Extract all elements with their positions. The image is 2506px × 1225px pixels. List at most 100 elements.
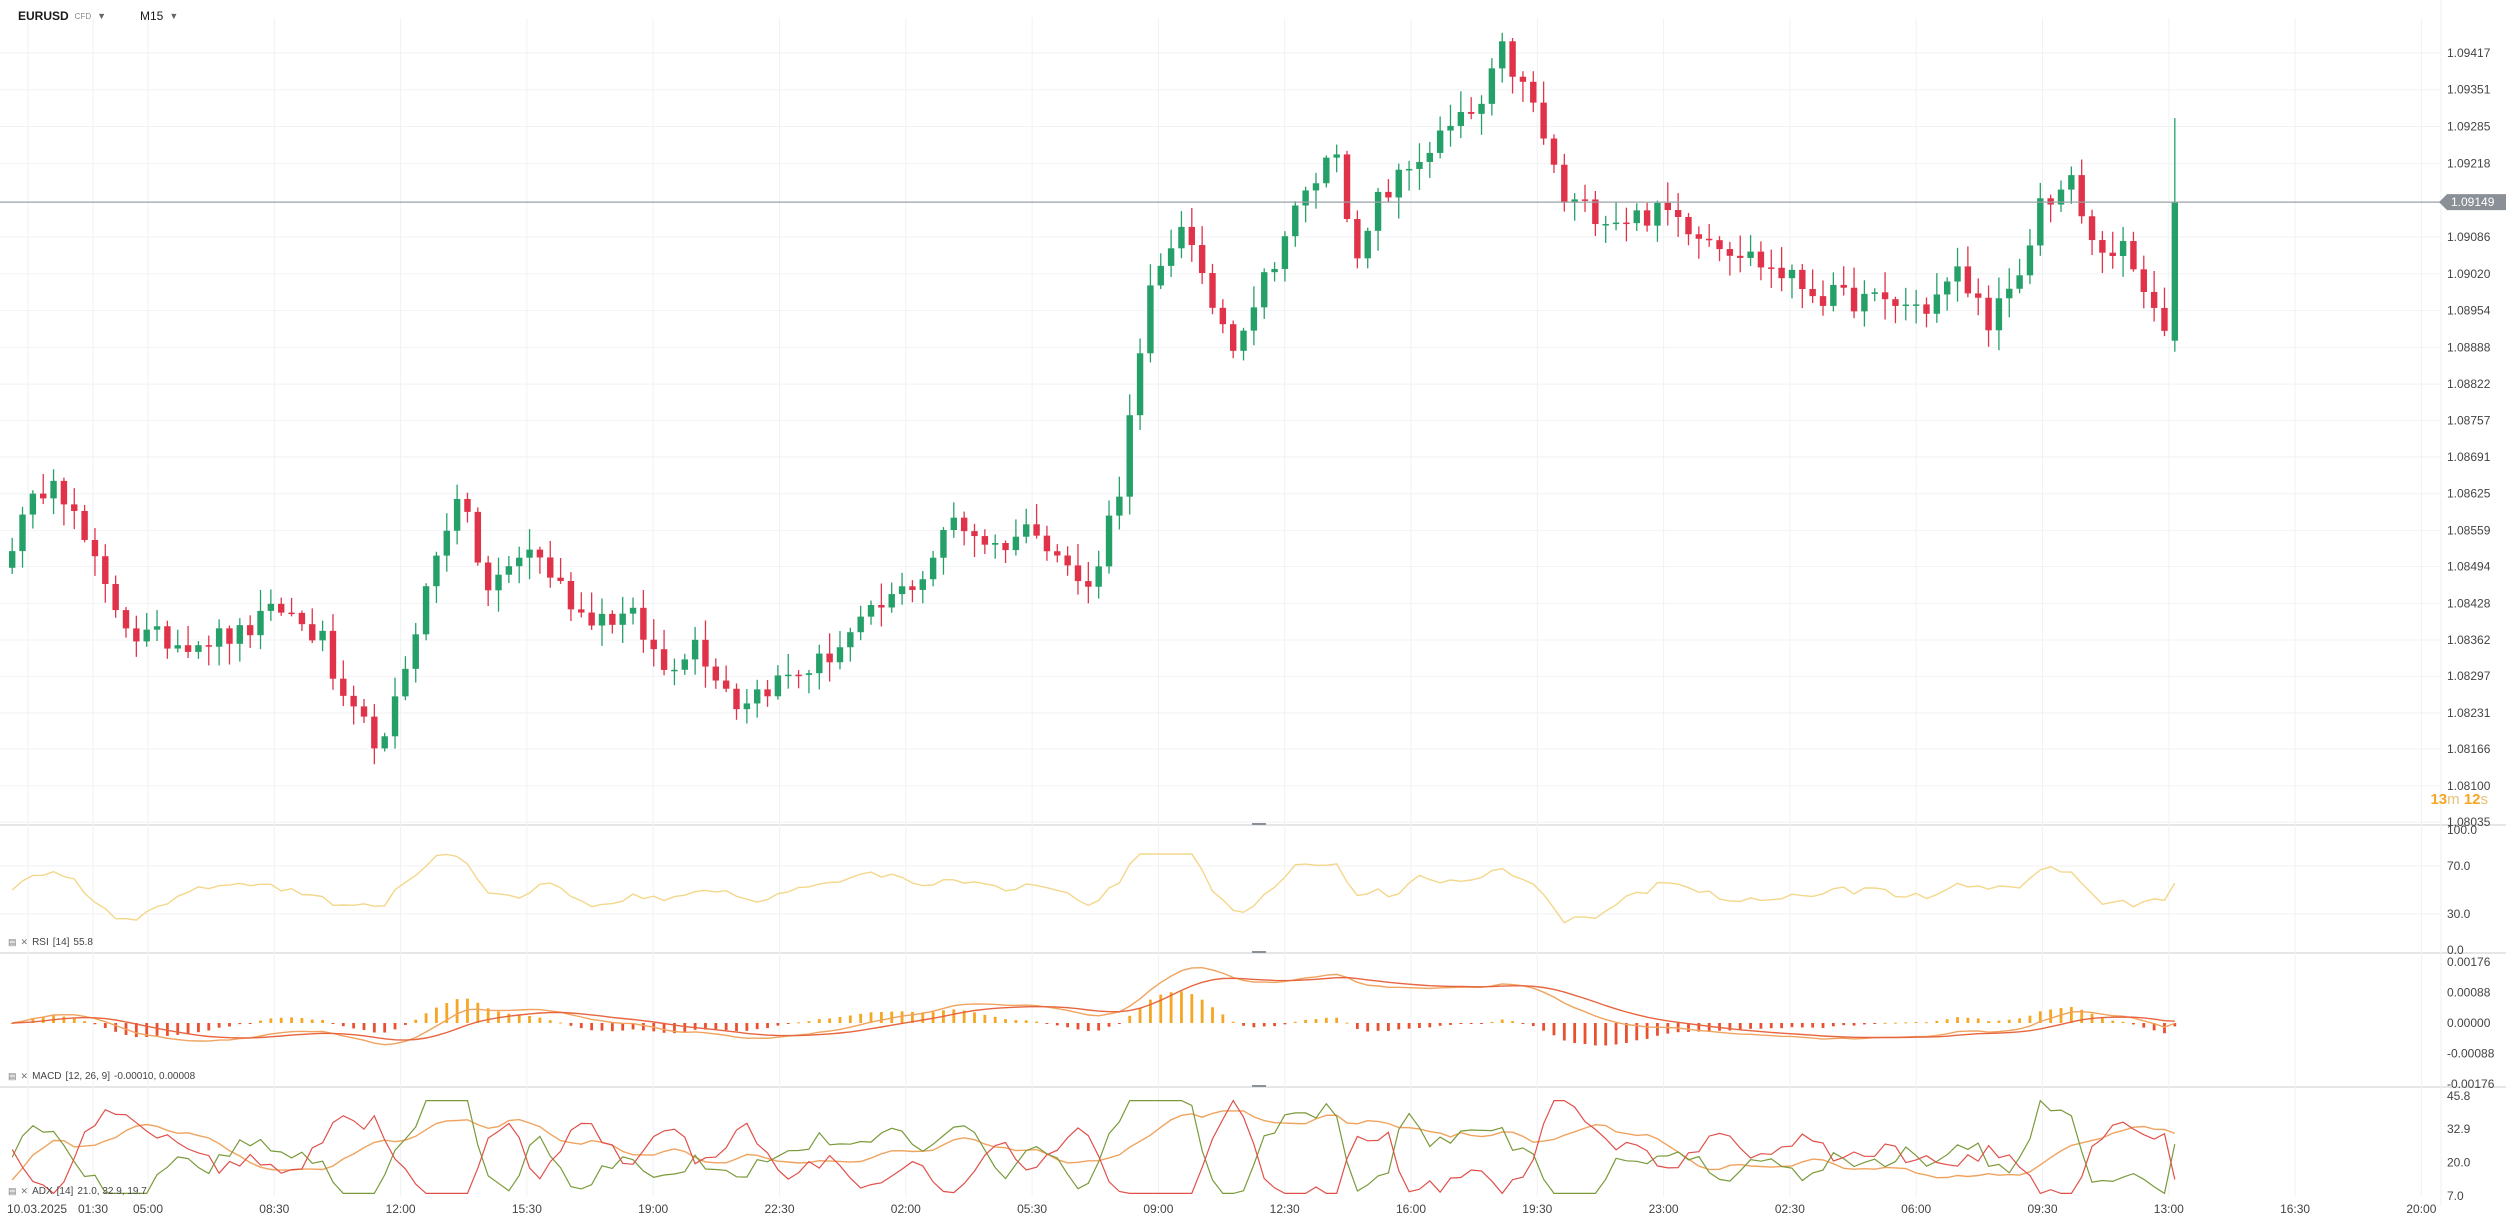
candle-body: [71, 504, 78, 511]
x-axis-tick-label: 20:00: [2406, 1202, 2436, 1216]
y-axis-tick-label: 1.09086: [2447, 230, 2491, 244]
candle-body: [2171, 202, 2179, 341]
macd-histogram-bar: [1904, 1022, 1908, 1024]
macd-histogram-bar: [817, 1019, 821, 1023]
settings-icon[interactable]: ▤: [8, 1071, 17, 1081]
candle-body: [205, 645, 212, 647]
macd-histogram-bar: [1086, 1023, 1090, 1032]
candle-body: [1550, 138, 1558, 165]
symbol-type-label: CFD: [74, 11, 92, 21]
macd-histogram-bar: [476, 1002, 480, 1023]
settings-icon[interactable]: ▤: [8, 1186, 17, 1196]
macd-histogram-bar: [1593, 1023, 1597, 1046]
y-axis-tick-label: 1.09417: [2447, 46, 2491, 60]
macd-axis-tick-label: 0.00000: [2447, 1016, 2491, 1030]
macd-histogram-bar: [114, 1023, 118, 1032]
candle-body: [1271, 268, 1278, 273]
macd-histogram-bar: [631, 1023, 635, 1030]
candle-body: [402, 668, 409, 697]
macd-histogram-bar: [217, 1023, 221, 1028]
y-axis-tick-label: 1.08494: [2447, 560, 2491, 574]
candle-body: [1292, 205, 1299, 237]
y-axis-tick-label: 1.08100: [2447, 779, 2491, 793]
macd-axis-tick-label: -0.00088: [2447, 1047, 2495, 1061]
candle-body: [774, 675, 782, 697]
candle-body: [940, 530, 947, 558]
macd-legend: ▤ ✕ MACD [12, 26, 9] -0.00010, 0.00008: [8, 1071, 195, 1082]
candle-body: [288, 612, 295, 615]
candle-body: [309, 624, 316, 641]
candle-body: [19, 514, 26, 552]
candle-body: [1902, 304, 1909, 307]
candle-body: [412, 634, 419, 669]
candle-body: [1540, 102, 1547, 139]
macd-histogram-bar: [186, 1023, 190, 1034]
candle-body: [1799, 269, 1806, 290]
candle-body: [1374, 191, 1382, 231]
candle-body: [1633, 210, 1640, 224]
macd-histogram-bar: [1883, 1022, 1887, 1024]
macd-histogram-bar: [1128, 1015, 1132, 1023]
candle-body: [743, 703, 751, 710]
candle-body: [1850, 287, 1858, 312]
candle-body: [2140, 269, 2147, 292]
macd-histogram-bar: [10, 1023, 14, 1024]
macd-axis-tick-label: -0.00176: [2447, 1077, 2495, 1091]
macd-histogram-bar: [1697, 1023, 1701, 1032]
rsi-axis-tick-label: 100.0: [2447, 823, 2477, 837]
candle-body: [2057, 189, 2065, 205]
timeframe-selector[interactable]: M15 ▼: [140, 9, 178, 23]
macd-histogram-bar: [1552, 1023, 1556, 1036]
macd-histogram-bar: [2163, 1023, 2166, 1034]
rsi-name: RSI: [32, 937, 49, 948]
candle-body: [629, 607, 637, 614]
candle-body: [319, 630, 326, 641]
x-axis-tick-label: 12:30: [1270, 1202, 1300, 1216]
macd-signal-line: [12, 976, 2175, 1041]
macd-histogram-bar: [1324, 1017, 1328, 1023]
candle-body: [381, 736, 388, 749]
macd-histogram-bar: [2152, 1023, 2156, 1031]
macd-histogram-bar: [103, 1023, 107, 1028]
candle-body: [391, 696, 399, 737]
close-icon[interactable]: ✕: [20, 1071, 29, 1081]
y-axis-tick-label: 1.08822: [2447, 377, 2491, 391]
settings-icon[interactable]: ▤: [8, 937, 17, 947]
macd-histogram-bar: [414, 1019, 418, 1023]
macd-histogram-bar: [890, 1011, 894, 1023]
macd-histogram-bar: [714, 1023, 718, 1030]
candle-body: [1912, 304, 1920, 306]
macd-histogram-bar: [2111, 1020, 2115, 1023]
candle-body: [1643, 210, 1651, 226]
candle-body: [267, 603, 275, 611]
symbol-selector[interactable]: EURUSD CFD ▼: [18, 9, 106, 23]
macd-histogram-bar: [290, 1017, 293, 1023]
candle-body: [1261, 272, 1268, 308]
candle-body: [1561, 164, 1568, 203]
candle-body: [795, 674, 802, 677]
macd-histogram-bar: [1014, 1020, 1018, 1023]
close-icon[interactable]: ✕: [20, 937, 29, 947]
macd-histogram-bar: [797, 1022, 800, 1024]
close-icon[interactable]: ✕: [20, 1186, 29, 1196]
macd-histogram-bar: [1376, 1023, 1380, 1031]
macd-histogram-bar: [548, 1020, 552, 1023]
macd-histogram-bar: [1635, 1023, 1639, 1041]
macd-histogram-bar: [321, 1019, 325, 1023]
y-axis-tick-label: 1.08166: [2447, 742, 2491, 756]
macd-histogram-bar: [62, 1016, 66, 1023]
candle-body: [236, 625, 244, 644]
candle-body: [1995, 298, 2003, 331]
macd-histogram-bar: [600, 1023, 604, 1031]
chevron-down-icon: ▼: [97, 11, 107, 21]
macd-histogram-bar: [1821, 1023, 1825, 1028]
candle-body: [1178, 226, 1185, 249]
pane-resize-handle: [1252, 951, 1266, 953]
macd-histogram-bar: [1066, 1023, 1070, 1028]
macd-histogram-bar: [859, 1013, 863, 1023]
macd-histogram-bar: [259, 1020, 262, 1023]
candle-body: [1602, 224, 1609, 226]
candle-body: [474, 511, 482, 563]
candle-body: [1509, 41, 1516, 77]
